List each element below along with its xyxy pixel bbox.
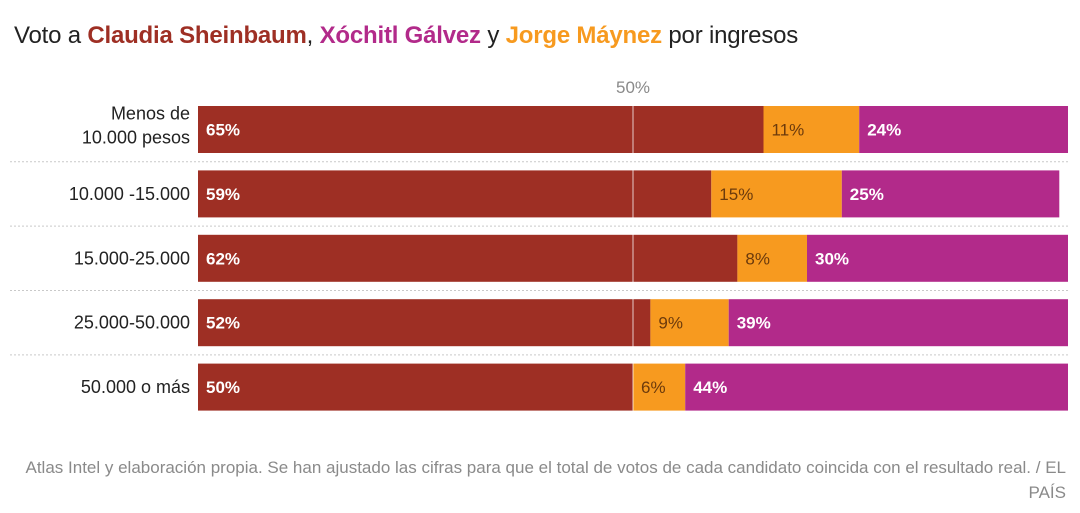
bar-segment-galvez xyxy=(807,234,1068,282)
title-suffix: por ingresos xyxy=(661,22,799,49)
data-label-maynez: 9% xyxy=(658,314,683,333)
category-label: 10.000 -15.000 xyxy=(69,184,190,204)
data-label-maynez: 6% xyxy=(641,378,666,397)
data-label-sheinbaum: 62% xyxy=(206,249,240,268)
bar-segment-galvez xyxy=(685,363,1068,411)
title-prefix: Voto a xyxy=(14,22,88,49)
source-note: Atlas Intel y elaboración propia. Se han… xyxy=(25,458,1067,502)
data-label-maynez: 8% xyxy=(745,249,770,268)
data-label-galvez: 24% xyxy=(867,121,901,140)
title-name-sheinbaum: Claudia Sheinbaum xyxy=(87,22,307,49)
data-label-galvez: 30% xyxy=(815,249,849,268)
bar-segment-maynez xyxy=(650,299,729,347)
category-label: Menos de 10.000 pesos xyxy=(82,104,190,148)
data-label-sheinbaum: 52% xyxy=(206,314,240,333)
category-label: 25.000-50.000 xyxy=(74,313,190,333)
bar-segment-maynez xyxy=(633,363,686,411)
bar-segment-galvez xyxy=(859,106,1068,153)
data-label-sheinbaum: 50% xyxy=(206,378,240,397)
bar-segment-maynez xyxy=(763,106,860,153)
title-name-maynez: Jorge Máynez xyxy=(505,22,663,49)
category-label-line: 10.000 pesos xyxy=(82,128,190,148)
bar-segment-sheinbaum xyxy=(198,299,651,347)
bar-segment-galvez xyxy=(841,170,1060,218)
bar-segment-sheinbaum xyxy=(198,106,764,153)
data-label-sheinbaum: 65% xyxy=(206,121,240,140)
data-label-sheinbaum: 59% xyxy=(206,185,240,204)
title-name-galvez: Xóchitl Gálvez xyxy=(319,22,481,49)
chart-title: Voto a Claudia Sheinbaum, Xóchitl Gálvez… xyxy=(14,22,798,50)
data-label-maynez: 15% xyxy=(719,185,753,204)
title-sep-1: , xyxy=(306,22,320,49)
title-sep-2: y xyxy=(480,22,506,49)
bar-segment-sheinbaum xyxy=(198,170,712,218)
data-label-galvez: 25% xyxy=(850,185,884,204)
data-label-galvez: 44% xyxy=(693,378,727,397)
data-label-maynez: 11% xyxy=(772,121,805,140)
category-label: 15.000-25.000 xyxy=(74,248,190,268)
bar-segment-maynez xyxy=(737,234,807,282)
bar-segment-galvez xyxy=(728,299,1068,347)
bar-segment-maynez xyxy=(711,170,842,218)
data-label-galvez: 39% xyxy=(737,314,771,333)
stacked-bar-chart: Menos de 10.000 pesos 65% 11% 24% 10.000 -15.… xyxy=(10,78,1068,411)
reference-line-label: 50% xyxy=(616,78,650,97)
bar-segment-sheinbaum xyxy=(198,363,633,411)
bar-segment-sheinbaum xyxy=(198,234,738,282)
category-label-line: Menos de xyxy=(111,104,190,124)
category-label: 50.000 o más xyxy=(81,377,190,397)
